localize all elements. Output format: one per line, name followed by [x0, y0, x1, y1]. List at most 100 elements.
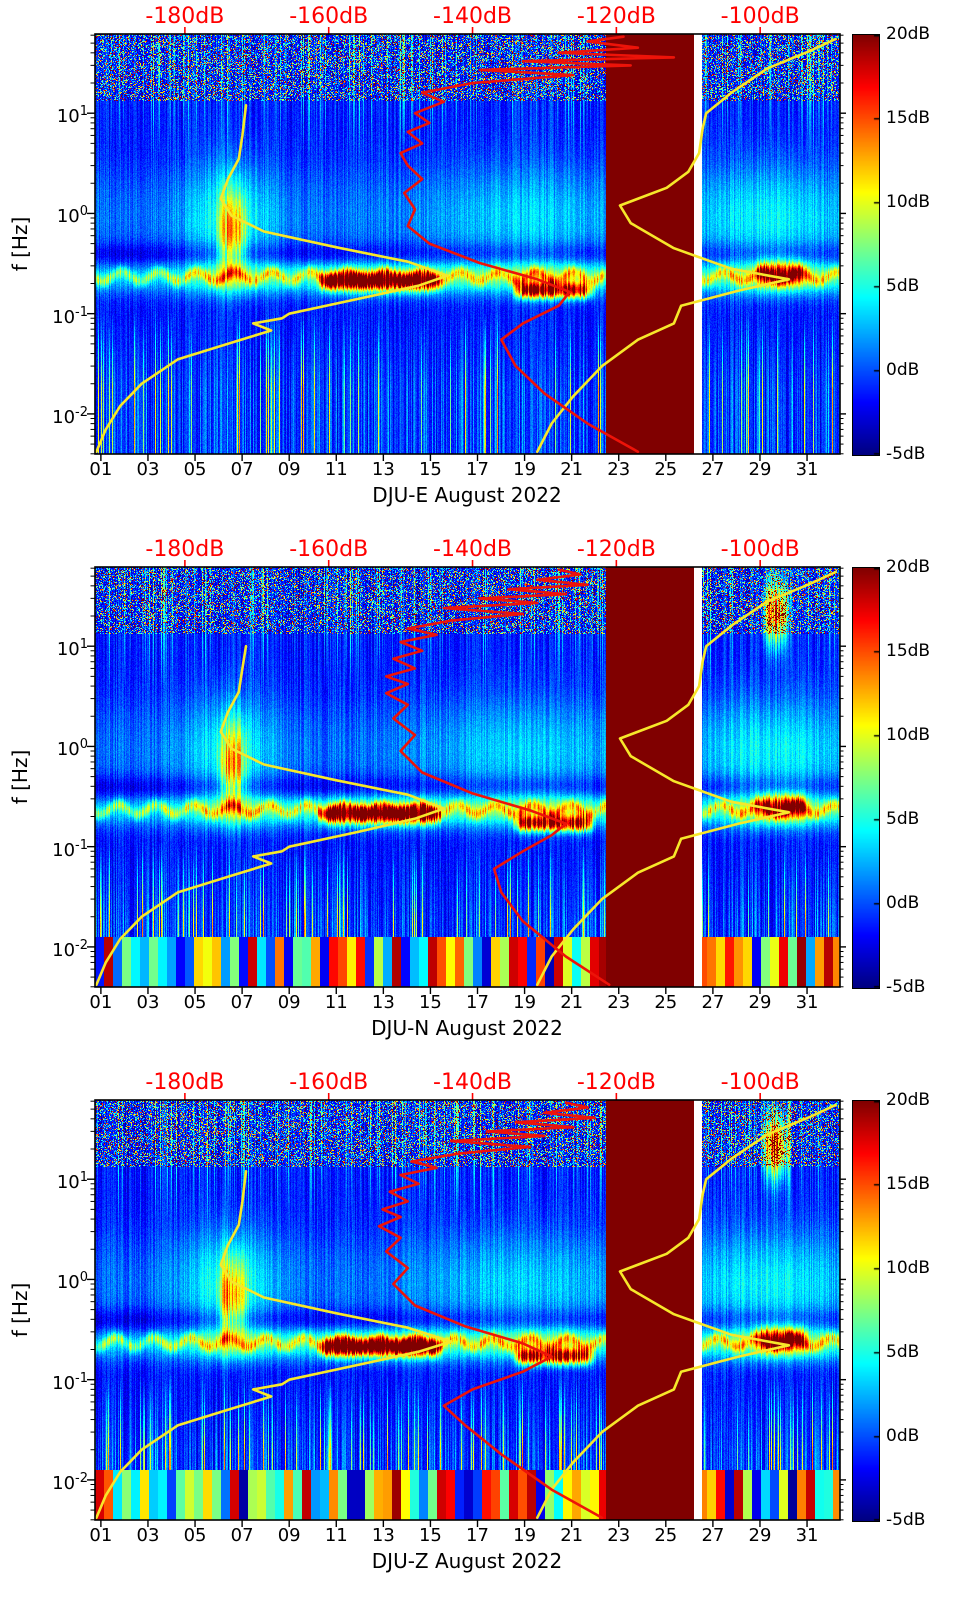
y-tick-exponent: 0	[79, 204, 88, 220]
panel-dju-n: -180dB -160dB -140dB -120dB -100dB f [Hz] 10…	[0, 533, 962, 1066]
y-tick-label: 101	[2, 101, 88, 128]
colorbar-tick-label: -5dB	[886, 977, 926, 997]
y-tick-label: 10-1	[2, 302, 88, 329]
x-tick-label: 25	[654, 459, 678, 480]
x-tick-label: 09	[277, 992, 301, 1013]
panel-dju-e: -180dB -160dB -140dB -120dB -100dB f [Hz] 10…	[0, 0, 962, 533]
y-tick-base: 10	[56, 639, 80, 661]
y-tick-exponent: -1	[75, 304, 88, 320]
x-tick-label: 15	[418, 459, 442, 480]
x-tick-label: 03	[136, 1525, 160, 1546]
panel-dju-z: -180dB -160dB -140dB -120dB -100dB f [Hz] 10…	[0, 1066, 962, 1599]
y-tick-base: 10	[56, 1272, 80, 1294]
y-tick-exponent: 0	[79, 1270, 88, 1286]
top-db-axis-labels: -180dB -160dB -140dB -120dB -100dB	[0, 1066, 962, 1096]
x-tick-label: 15	[418, 992, 442, 1013]
x-tick-label: 19	[513, 1525, 537, 1546]
y-tick-exponent: 1	[79, 104, 88, 120]
y-tick-exponent: -2	[75, 937, 88, 953]
colorbar-tick-label: 5dB	[886, 809, 920, 829]
x-axis-title: DJU-E August 2022	[372, 483, 562, 507]
x-tick-label: 29	[748, 1525, 772, 1546]
x-tick-label: 27	[701, 992, 725, 1013]
x-tick-label: 25	[654, 1525, 678, 1546]
colorbar-tick-label: -5dB	[886, 1510, 926, 1530]
colorbar-tick-label: 15dB	[886, 1174, 931, 1194]
y-tick-label: 100	[2, 734, 88, 761]
x-tick-label: 27	[701, 459, 725, 480]
x-tick-label: 09	[277, 1525, 301, 1546]
colorbar-tick-label: 5dB	[886, 1342, 920, 1362]
x-tick-label: 01	[89, 992, 113, 1013]
x-tick-label: 07	[230, 992, 254, 1013]
y-tick-label: 10-1	[2, 835, 88, 862]
x-tick-label: 13	[371, 459, 395, 480]
x-tick-label: 23	[607, 992, 631, 1013]
y-tick-exponent: -1	[75, 1370, 88, 1386]
x-tick-label: 23	[607, 459, 631, 480]
y-tick-label: 101	[2, 1167, 88, 1194]
x-tick-label: 21	[560, 1525, 584, 1546]
x-tick-label: 21	[560, 459, 584, 480]
colorbar-tick-label: 0dB	[886, 893, 920, 913]
colorbar-tick-label: 10dB	[886, 1258, 931, 1278]
spectrogram-heatmap	[95, 1100, 840, 1520]
x-tick-label: 07	[230, 459, 254, 480]
y-tick-base: 10	[56, 106, 80, 128]
x-tick-label: 03	[136, 459, 160, 480]
top-db-label: -140dB	[433, 4, 513, 29]
colorbar-tick-label: 10dB	[886, 192, 931, 212]
x-tick-label: 17	[466, 1525, 489, 1546]
y-tick-base: 10	[52, 406, 76, 428]
y-tick-base: 10	[52, 939, 76, 961]
x-tick-label: 17	[466, 459, 489, 480]
colorbar-tick-label: -5dB	[886, 444, 926, 464]
top-db-label: -120dB	[576, 1070, 656, 1095]
top-db-label: -160dB	[289, 4, 369, 29]
colorbar	[852, 34, 880, 456]
x-tick-label: 01	[89, 1525, 113, 1546]
y-tick-base: 10	[56, 1172, 80, 1194]
x-tick-label: 03	[136, 992, 160, 1013]
y-tick-exponent: 1	[79, 1170, 88, 1186]
y-tick-exponent: 1	[79, 637, 88, 653]
x-tick-label: 29	[748, 992, 772, 1013]
spectrogram-heatmap	[95, 34, 840, 454]
x-tick-label: 23	[607, 1525, 631, 1546]
top-db-label: -180dB	[145, 537, 225, 562]
top-db-label: -160dB	[289, 537, 369, 562]
colorbar-tick-label: 0dB	[886, 1426, 920, 1446]
y-tick-label: 10-2	[2, 402, 88, 429]
x-tick-label: 11	[324, 992, 348, 1013]
top-db-label: -100dB	[720, 537, 800, 562]
colorbar-tick-label: 10dB	[886, 725, 931, 745]
x-tick-label: 05	[183, 1525, 207, 1546]
colorbar-tick-label: 20dB	[886, 1090, 931, 1110]
x-tick-label: 29	[748, 459, 772, 480]
x-tick-label: 17	[466, 992, 489, 1013]
y-tick-exponent: 0	[79, 737, 88, 753]
y-tick-base: 10	[52, 1472, 76, 1494]
x-tick-label: 21	[560, 992, 584, 1013]
y-tick-base: 10	[52, 1372, 76, 1394]
colorbar	[852, 1100, 880, 1522]
x-tick-label: 25	[654, 992, 678, 1013]
x-tick-label: 31	[795, 459, 819, 480]
x-tick-label: 05	[183, 459, 207, 480]
y-tick-base: 10	[52, 839, 76, 861]
x-tick-label: 13	[371, 1525, 395, 1546]
top-db-label: -100dB	[720, 4, 800, 29]
y-tick-exponent: -2	[75, 404, 88, 420]
top-db-label: -180dB	[145, 4, 225, 29]
x-tick-label: 19	[513, 459, 537, 480]
x-tick-label: 27	[701, 1525, 725, 1546]
x-tick-label: 01	[89, 459, 113, 480]
colorbar-tick-label: 5dB	[886, 276, 920, 296]
top-db-axis-labels: -180dB -160dB -140dB -120dB -100dB	[0, 0, 962, 30]
y-tick-label: 10-1	[2, 1368, 88, 1395]
y-tick-label: 10-2	[2, 935, 88, 962]
x-tick-label: 09	[277, 459, 301, 480]
x-tick-label: 11	[324, 1525, 348, 1546]
colorbar-tick-label: 0dB	[886, 360, 920, 380]
y-tick-label: 100	[2, 201, 88, 228]
